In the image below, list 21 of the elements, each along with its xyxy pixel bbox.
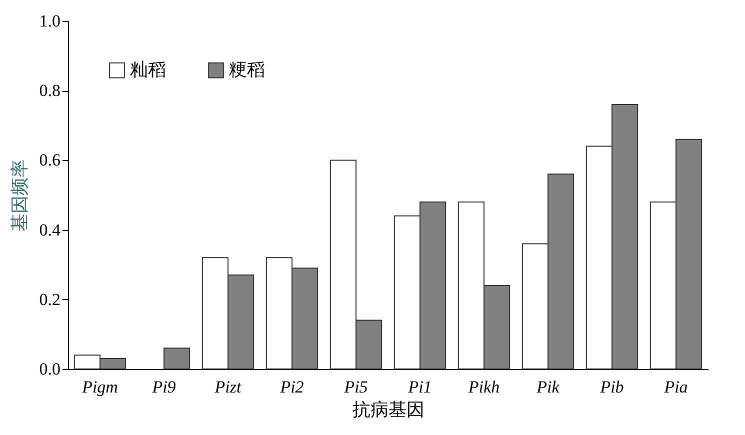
bar — [164, 348, 190, 370]
x-tick-label: Pib — [599, 378, 624, 396]
x-tick-label: Pikh — [467, 378, 500, 396]
x-tick-label: Pik — [536, 378, 560, 396]
y-tick-label: 1.0 — [39, 12, 60, 30]
y-axis-title: 基因频率 — [9, 160, 30, 232]
y-tick-label: 0.0 — [39, 360, 60, 378]
y-tick-label: 0.2 — [39, 290, 60, 309]
x-tick-label: Pi5 — [343, 378, 368, 396]
x-tick-label: Pi1 — [407, 378, 432, 396]
x-axis-title: 抗病基因 — [352, 400, 424, 420]
x-tick-label: Pia — [663, 378, 688, 396]
y-tick-label: 0.8 — [39, 81, 60, 100]
y-tick-label: 0.4 — [39, 220, 61, 240]
x-tick-label: Pigm — [81, 378, 118, 396]
legend-label: 粳稻 — [229, 59, 265, 80]
x-tick-label: Pi9 — [151, 378, 176, 396]
x-tick-label: Pizt — [214, 378, 242, 396]
x-tick-label: Pi2 — [279, 378, 304, 396]
legend-label: 籼稻 — [130, 59, 166, 80]
y-tick-label: 0.6 — [39, 150, 60, 170]
